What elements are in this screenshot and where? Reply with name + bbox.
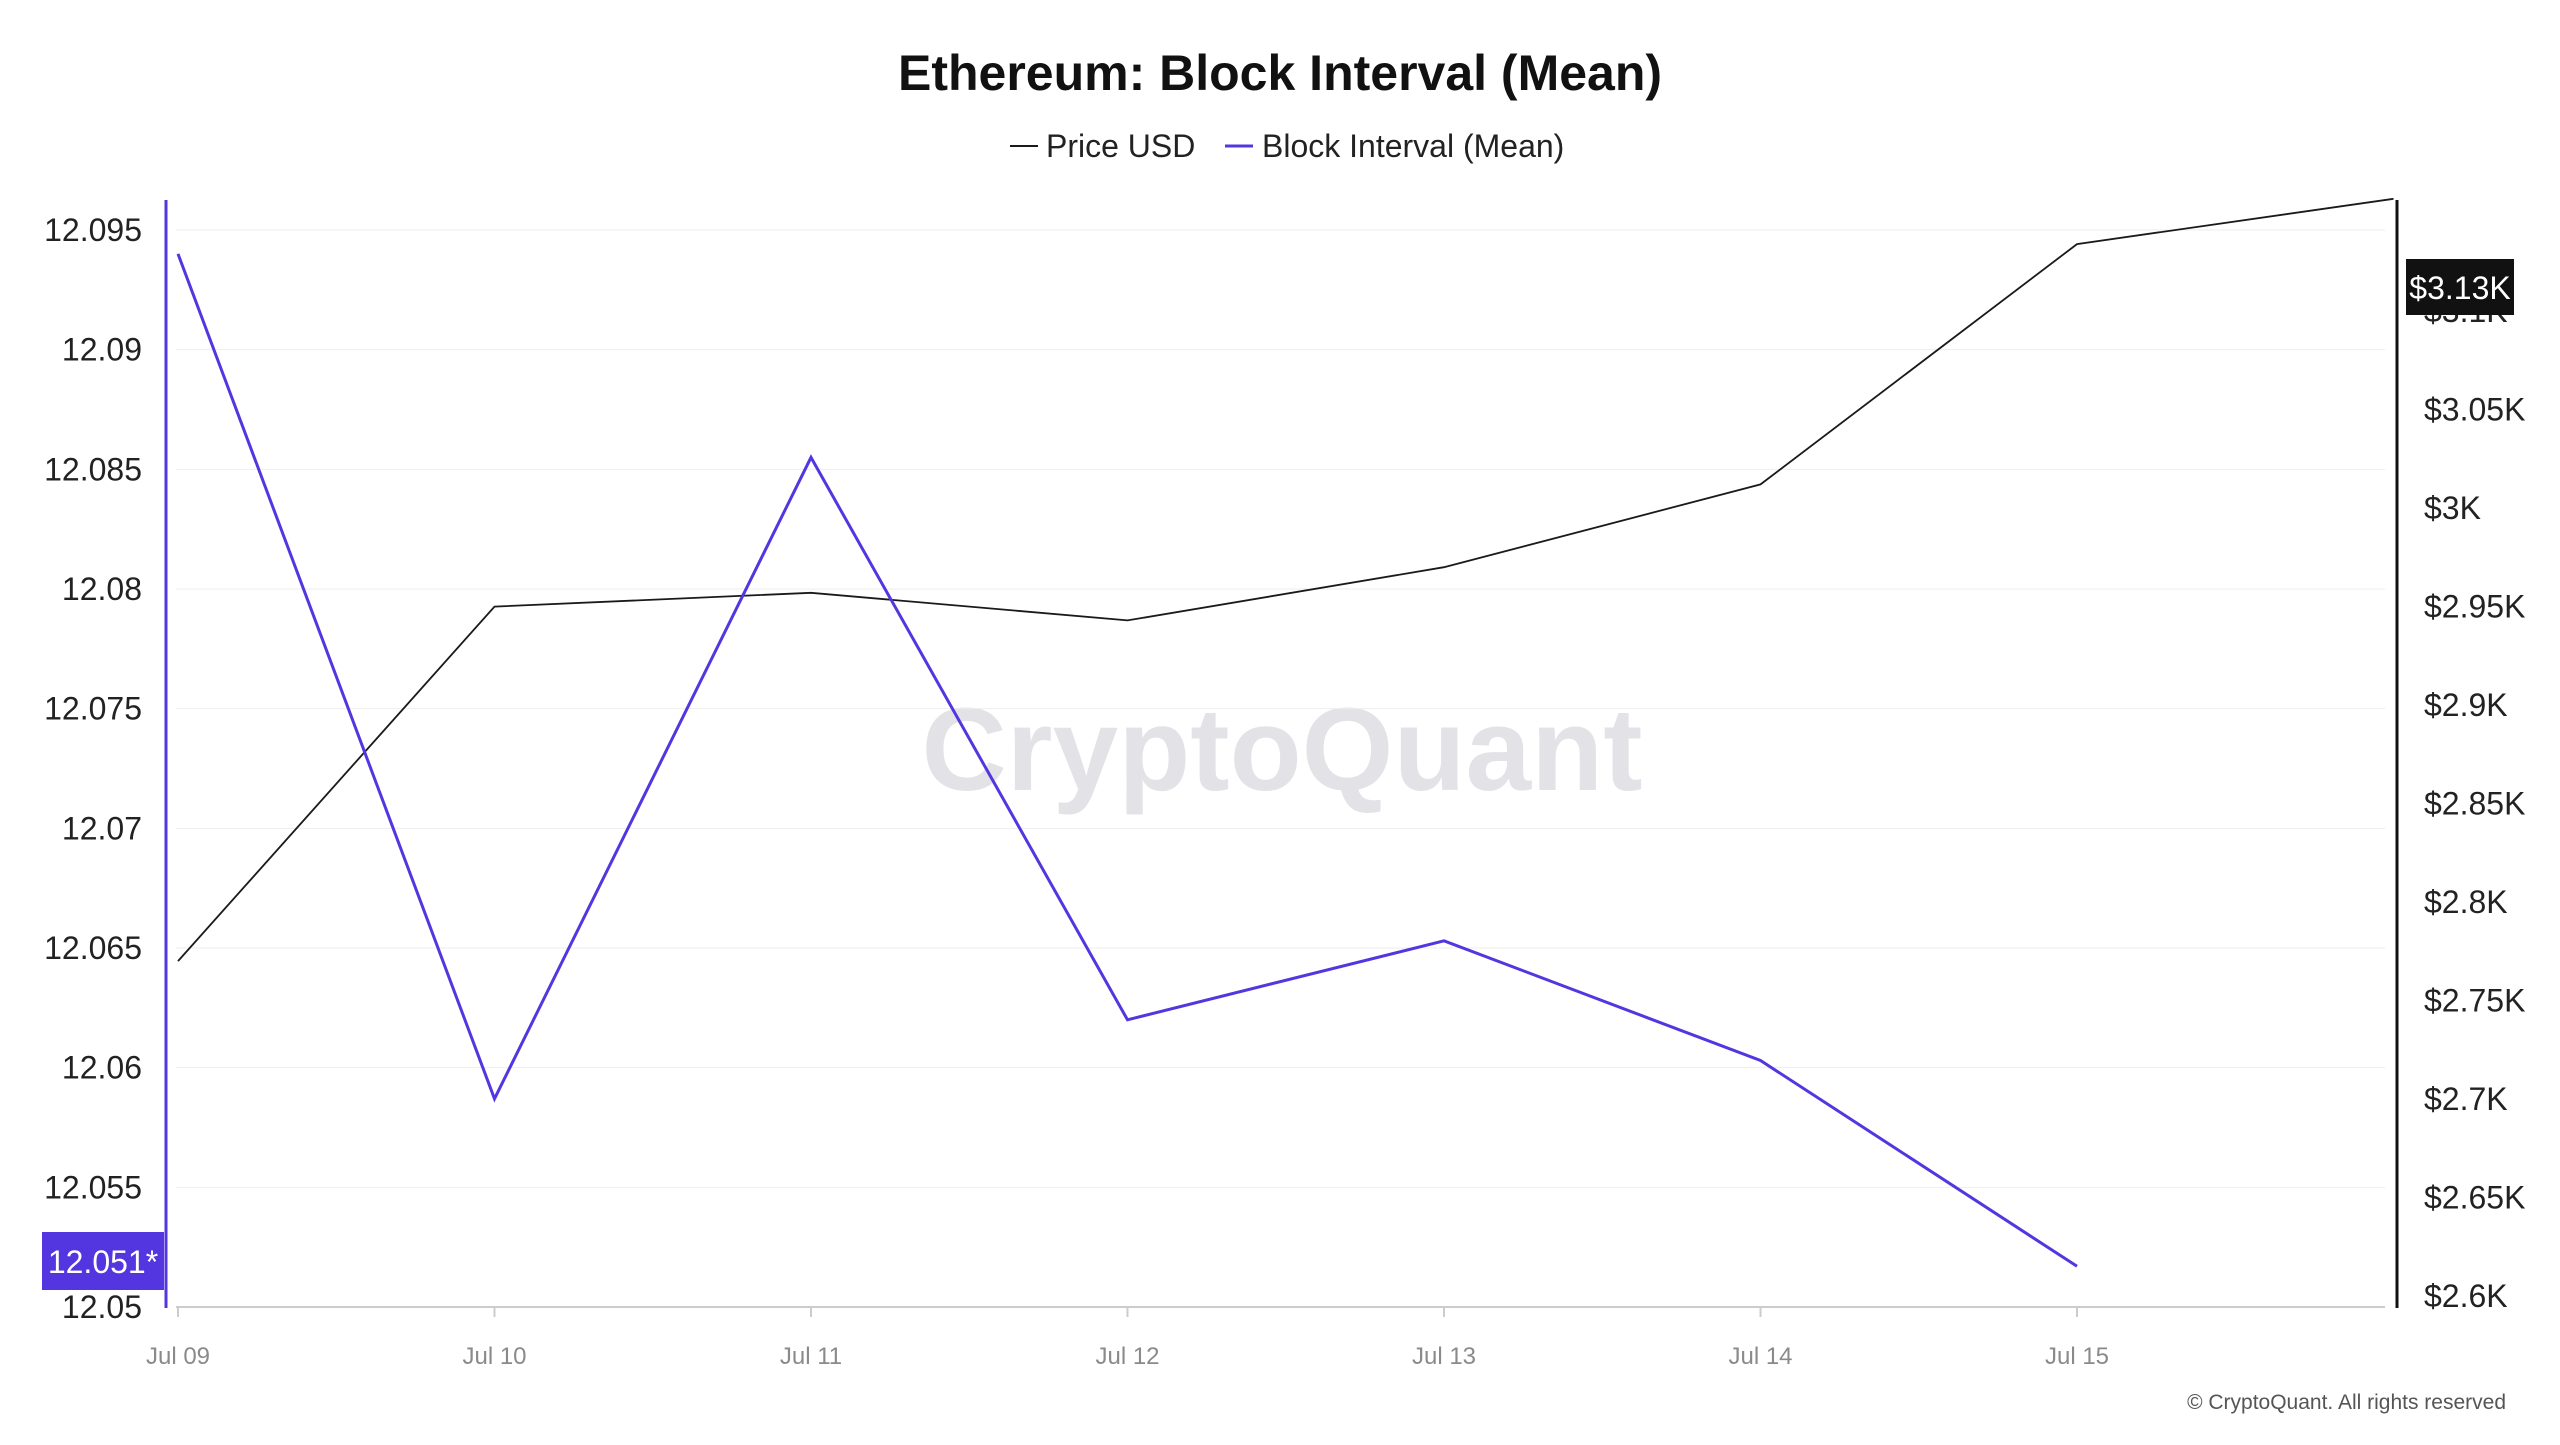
- x-axis-ticks: Jul 09 Jul 10 Jul 11 Jul 12 Jul 13 Jul 14 Jul …: [146, 1307, 2109, 1370]
- left-tick-label: 12.07: [62, 810, 142, 846]
- right-tick-label: $3.05K: [2424, 392, 2525, 428]
- right-axis-current-value: $3.13K: [2409, 270, 2510, 306]
- left-tick-label: 12.085: [44, 451, 142, 487]
- left-tick-label: 12.09: [62, 332, 142, 368]
- right-axis-current-badge: $3.13K: [2406, 259, 2514, 315]
- right-tick-label: $2.65K: [2424, 1180, 2525, 1216]
- left-tick-label: 12.065: [44, 930, 142, 966]
- series-lines: [176, 197, 2394, 1268]
- chart-title: Ethereum: Block Interval (Mean): [898, 45, 1662, 101]
- left-tick-label: 12.05: [62, 1289, 142, 1325]
- legend-label-block-interval: Block Interval (Mean): [1262, 128, 1564, 164]
- legend-label-price-usd: Price USD: [1046, 128, 1195, 164]
- left-tick-label: 12.08: [62, 571, 142, 607]
- copyright-notice: © CryptoQuant. All rights reserved: [2187, 1391, 2506, 1414]
- x-tick-label: Jul 09: [146, 1343, 210, 1370]
- left-axis-ticks: 12.05 12.055 12.06 12.065 12.07 12.075 12.08 12…: [44, 212, 142, 1325]
- left-axis-current-value: 12.051*: [48, 1244, 158, 1280]
- right-tick-label: $3K: [2424, 490, 2481, 526]
- right-tick-label: $2.9K: [2424, 687, 2508, 723]
- x-tick-label: Jul 11: [780, 1343, 842, 1370]
- right-tick-label: $2.85K: [2424, 786, 2525, 822]
- series-line-block-interval: [176, 253, 2078, 1268]
- x-tick-label: Jul 10: [462, 1343, 526, 1370]
- right-tick-label: $2.8K: [2424, 884, 2508, 920]
- right-tick-label: $2.95K: [2424, 589, 2525, 625]
- left-axis-current-badge: 12.051*: [42, 1232, 164, 1290]
- x-tick-label: Jul 15: [2045, 1343, 2109, 1370]
- legend: Price USD Block Interval (Mean): [1010, 128, 1564, 164]
- left-tick-label: 12.055: [44, 1169, 142, 1205]
- right-tick-label: $2.75K: [2424, 983, 2525, 1019]
- right-axis-ticks: $2.6K $2.65K $2.7K $2.75K $2.8K $2.85K $2.9K $2…: [2424, 293, 2525, 1314]
- left-tick-label: 12.075: [44, 691, 142, 727]
- series-line-price-usd: [177, 197, 2394, 962]
- right-tick-label: $2.6K: [2424, 1278, 2508, 1314]
- axes: [164, 200, 2399, 1308]
- x-tick-label: Jul 12: [1095, 1343, 1159, 1370]
- left-tick-label: 12.095: [44, 212, 142, 248]
- gridlines: [176, 229, 2385, 1188]
- right-tick-label: $2.7K: [2424, 1081, 2508, 1117]
- watermark: CryptoQuant: [921, 684, 1642, 816]
- left-tick-label: 12.06: [62, 1050, 142, 1086]
- x-tick-label: Jul 13: [1412, 1343, 1476, 1370]
- x-tick-label: Jul 14: [1728, 1343, 1792, 1370]
